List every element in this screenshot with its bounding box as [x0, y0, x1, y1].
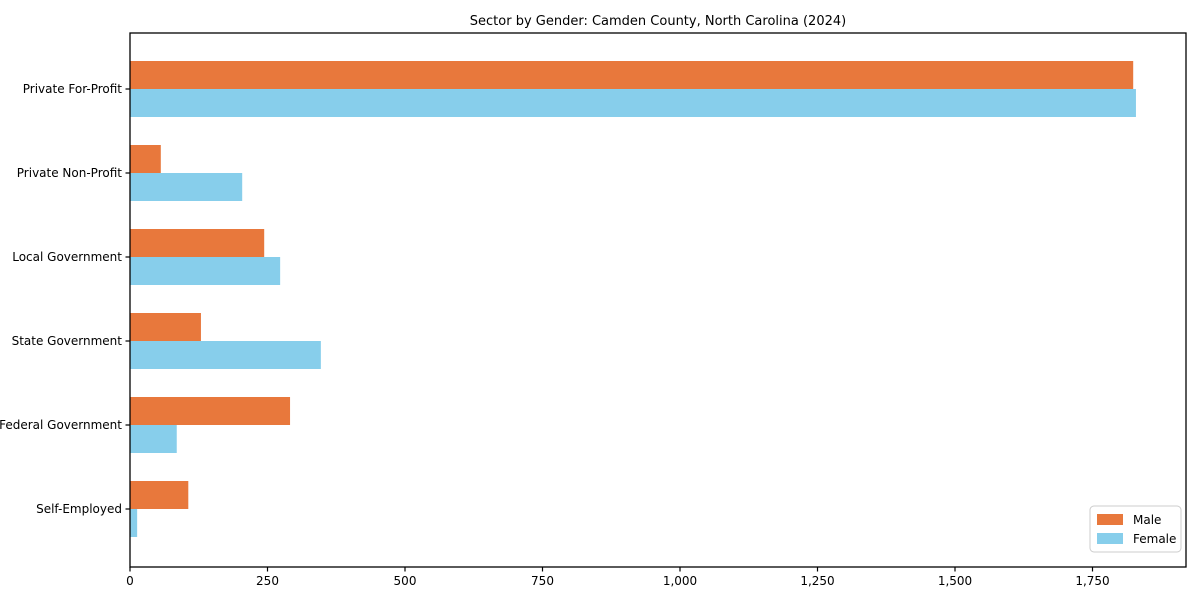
legend-swatch-male — [1097, 514, 1123, 525]
x-tick-label-750: 750 — [531, 574, 554, 588]
legend-label-female: Female — [1133, 532, 1176, 546]
y-tick-label-private-for-profit: Private For-Profit — [23, 82, 123, 96]
bars-group — [130, 61, 1136, 537]
x-axis: 0 250 500 750 1,000 1,250 1,500 1,750 — [126, 567, 1110, 588]
bar-male-federal-government — [130, 397, 291, 425]
plot-border — [129, 32, 1187, 568]
x-tick-label-0: 0 — [126, 574, 134, 588]
bar-male-self-employed — [130, 481, 189, 509]
x-tick-label-1,250: 1,250 — [800, 574, 834, 588]
x-tick-label-250: 250 — [256, 574, 279, 588]
bar-female-federal-government — [130, 425, 177, 453]
y-tick-label-state-government: State Government — [12, 334, 123, 348]
bar-male-private-non-profit — [130, 145, 161, 173]
bar-male-private-for-profit — [130, 61, 1134, 89]
legend: Male Female — [1089, 505, 1182, 553]
x-tick-label-1,500: 1,500 — [938, 574, 972, 588]
bar-female-state-government — [130, 341, 321, 369]
x-tick-label-1,750: 1,750 — [1075, 574, 1109, 588]
y-tick-label-self-employed: Self-Employed — [36, 502, 122, 516]
bar-male-state-government — [130, 313, 201, 341]
x-tick-label-1,000: 1,000 — [663, 574, 697, 588]
x-tick-label-500: 500 — [394, 574, 417, 588]
bar-female-local-government — [130, 257, 281, 285]
bar-female-private-for-profit — [130, 89, 1136, 117]
bar-female-private-non-profit — [130, 173, 243, 201]
y-axis: Private For-Profit Private Non-Profit Loca… — [0, 82, 130, 516]
legend-swatch-female — [1097, 533, 1123, 544]
bar-female-self-employed — [130, 509, 138, 537]
bar-male-local-government — [130, 229, 265, 257]
y-tick-label-federal-government: Federal Government — [0, 418, 122, 432]
chart-title: Sector by Gender: Camden County, North C… — [470, 14, 846, 29]
y-tick-label-local-government: Local Government — [12, 250, 122, 264]
y-tick-label-private-non-profit: Private Non-Profit — [17, 166, 123, 180]
legend-label-male: Male — [1133, 513, 1161, 527]
